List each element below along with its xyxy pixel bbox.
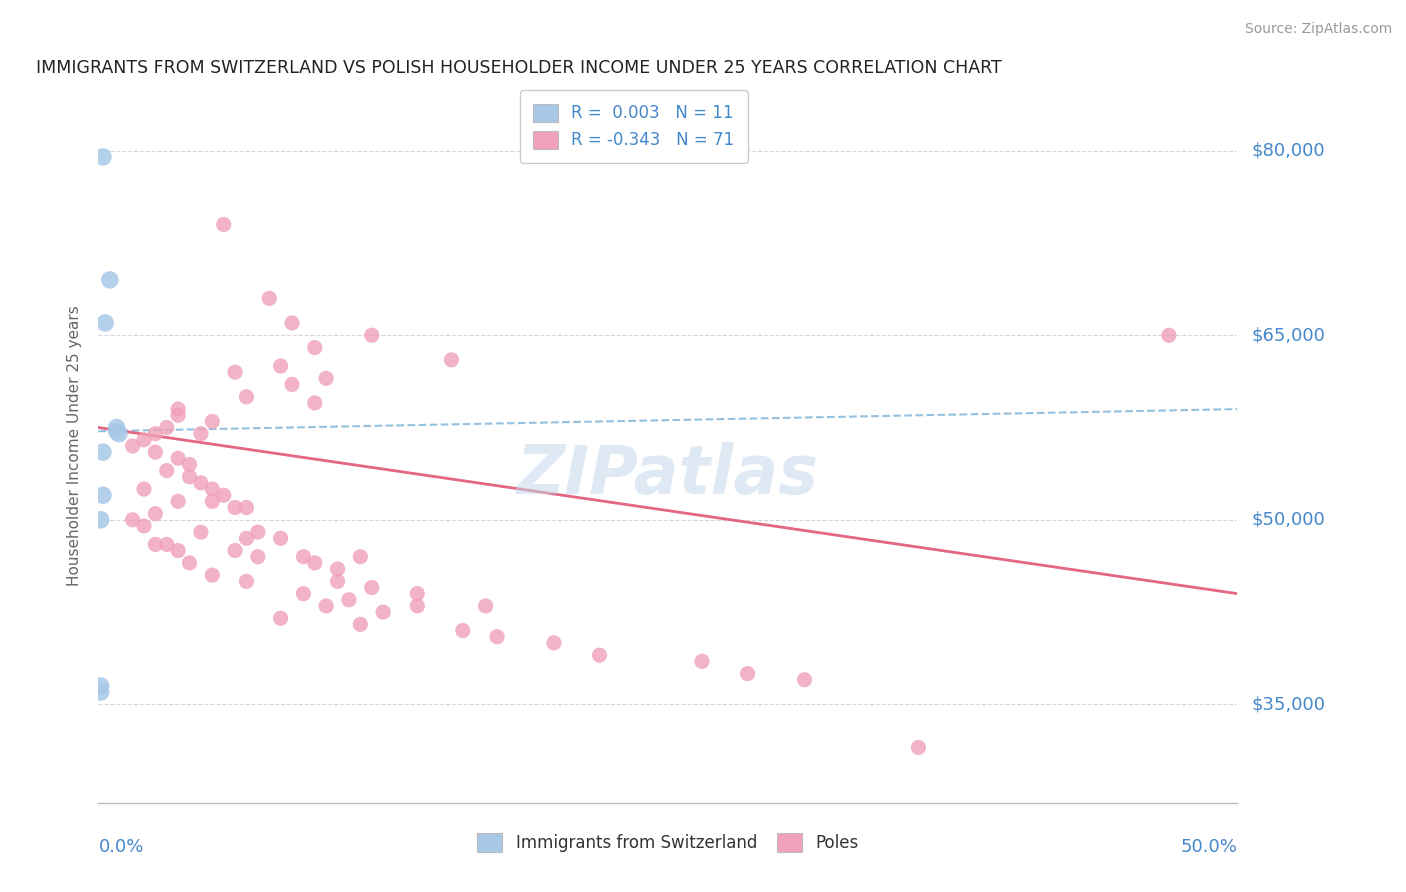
Text: Source: ZipAtlas.com: Source: ZipAtlas.com: [1244, 22, 1392, 37]
Point: [451, 624, 474, 638]
Point: [907, 740, 929, 755]
Point: [337, 592, 360, 607]
Point: [91, 150, 114, 164]
Point: [179, 458, 201, 472]
Point: [224, 500, 246, 515]
Text: 0.0%: 0.0%: [98, 838, 143, 856]
Point: [292, 587, 315, 601]
Point: [360, 581, 382, 595]
Point: [167, 543, 190, 558]
Point: [224, 365, 246, 379]
Point: [91, 445, 114, 459]
Point: [167, 409, 190, 423]
Text: $65,000: $65,000: [1251, 326, 1324, 344]
Point: [132, 433, 155, 447]
Point: [156, 464, 179, 478]
Point: [179, 556, 201, 570]
Point: [201, 482, 224, 496]
Point: [167, 451, 190, 466]
Text: IMMIGRANTS FROM SWITZERLAND VS POLISH HOUSEHOLDER INCOME UNDER 25 YEARS CORRELAT: IMMIGRANTS FROM SWITZERLAND VS POLISH HO…: [35, 59, 1001, 77]
Point: [737, 666, 759, 681]
Point: [486, 630, 509, 644]
Point: [235, 500, 257, 515]
Point: [145, 445, 167, 459]
Point: [145, 507, 167, 521]
Point: [156, 537, 179, 551]
Point: [315, 599, 337, 613]
Point: [292, 549, 315, 564]
Text: $80,000: $80,000: [1251, 142, 1324, 160]
Point: [406, 587, 429, 601]
Point: [588, 648, 610, 662]
Point: [270, 611, 292, 625]
Point: [90, 513, 112, 527]
Point: [1157, 328, 1180, 343]
Point: [315, 371, 337, 385]
Point: [121, 513, 143, 527]
Point: [304, 341, 326, 355]
Point: [145, 426, 167, 441]
Point: [326, 562, 349, 576]
Point: [270, 531, 292, 545]
Legend: Immigrants from Switzerland, Poles: Immigrants from Switzerland, Poles: [471, 827, 865, 859]
Point: [440, 352, 463, 367]
Point: [190, 525, 212, 540]
Point: [326, 574, 349, 589]
Point: [281, 316, 304, 330]
Point: [132, 519, 155, 533]
Point: [406, 599, 429, 613]
Point: [212, 488, 235, 502]
Point: [105, 424, 128, 438]
Point: [201, 414, 224, 428]
Point: [235, 531, 257, 545]
Point: [108, 426, 131, 441]
Point: [145, 537, 167, 551]
Point: [224, 543, 246, 558]
Point: [270, 359, 292, 373]
Text: $35,000: $35,000: [1251, 696, 1326, 714]
Point: [98, 273, 121, 287]
Text: ZIPatlas: ZIPatlas: [517, 442, 818, 508]
Point: [304, 396, 326, 410]
Point: [121, 439, 143, 453]
Point: [90, 679, 112, 693]
Point: [360, 328, 382, 343]
Point: [235, 390, 257, 404]
Point: [349, 617, 371, 632]
Point: [190, 475, 212, 490]
Point: [246, 525, 269, 540]
Point: [156, 420, 179, 434]
Y-axis label: Householder Income Under 25 years: Householder Income Under 25 years: [67, 306, 83, 586]
Point: [105, 420, 128, 434]
Point: [543, 636, 565, 650]
Point: [212, 218, 235, 232]
Point: [94, 316, 117, 330]
Point: [201, 494, 224, 508]
Text: 50.0%: 50.0%: [1181, 838, 1237, 856]
Point: [259, 291, 281, 305]
Text: $50,000: $50,000: [1251, 511, 1324, 529]
Point: [246, 549, 269, 564]
Point: [304, 556, 326, 570]
Point: [167, 402, 190, 417]
Point: [132, 482, 155, 496]
Point: [179, 469, 201, 483]
Point: [90, 685, 112, 699]
Point: [690, 654, 713, 668]
Point: [201, 568, 224, 582]
Point: [167, 494, 190, 508]
Point: [793, 673, 815, 687]
Point: [371, 605, 394, 619]
Point: [91, 488, 114, 502]
Point: [474, 599, 496, 613]
Point: [235, 574, 257, 589]
Point: [190, 426, 212, 441]
Point: [281, 377, 304, 392]
Point: [349, 549, 371, 564]
